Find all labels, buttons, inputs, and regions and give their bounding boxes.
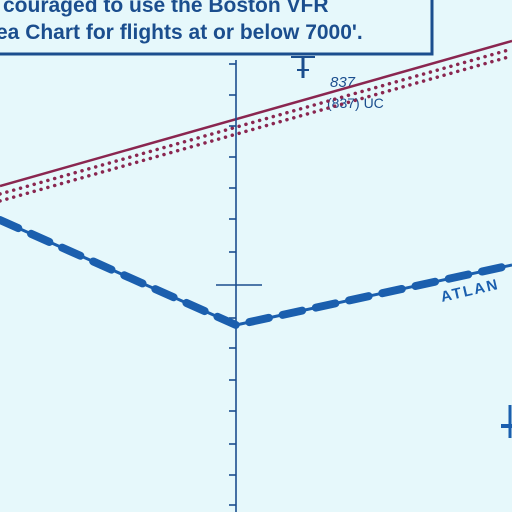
- meridian-line: [216, 60, 262, 512]
- notice-line-1: couraged to use the Boston VFR: [3, 0, 329, 17]
- airspace-boundary-band: [0, 39, 512, 203]
- obstruction-symbol: [291, 56, 315, 78]
- notice-box: couraged to use the Boston VFR ea Chart …: [0, 0, 434, 56]
- edge-symbol: [501, 405, 512, 438]
- obstruction-height-uc: (837) UC: [327, 95, 384, 111]
- warning-area-boundary: [0, 216, 512, 330]
- notice-box-frame: [0, 0, 434, 56]
- notice-line-2: ea Chart for flights at or below 7000'.: [0, 21, 363, 44]
